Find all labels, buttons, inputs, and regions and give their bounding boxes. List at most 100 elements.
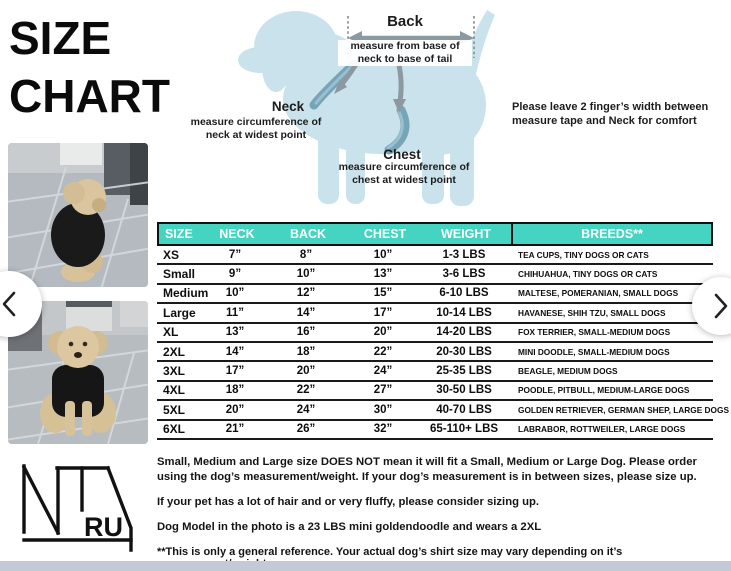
chevron-right-icon bbox=[714, 293, 728, 319]
cell-size: 2XL bbox=[163, 344, 186, 359]
cell-back: 20” bbox=[296, 365, 316, 378]
cell-size: 5XL bbox=[163, 402, 186, 417]
header-neck: NECK bbox=[219, 227, 255, 241]
neck-description: measure circumference of neck at widest … bbox=[190, 116, 322, 141]
cell-neck: 18” bbox=[225, 384, 245, 397]
cell-breeds: GOLDEN RETRIEVER, GERMAN SHEP, LARGE DOG… bbox=[518, 404, 729, 415]
table-row: 4XL 18” 22” 27” 30-50 LBS POODLE, PITBUL… bbox=[157, 382, 713, 402]
cell-chest: 17” bbox=[373, 306, 393, 319]
cell-neck: 17” bbox=[225, 365, 245, 378]
cell-back: 14” bbox=[296, 306, 316, 319]
cell-neck: 20” bbox=[225, 403, 245, 416]
cell-weight: 14-20 LBS bbox=[436, 326, 492, 339]
brand-logo: RU bbox=[21, 464, 133, 552]
carousel-next-button[interactable] bbox=[692, 277, 731, 335]
cell-back: 8” bbox=[299, 248, 313, 261]
cell-breeds: POODLE, PITBULL, MEDIUM-LARGE DOGS bbox=[518, 385, 690, 396]
table-row: Medium 10” 12” 15” 6-10 LBS MALTESE, POM… bbox=[157, 285, 713, 305]
cell-chest: 27” bbox=[373, 384, 393, 397]
cell-chest: 20” bbox=[373, 326, 393, 339]
table-row: 6XL 21” 26” 32” 65-110+ LBS LABRABOR, RO… bbox=[157, 421, 713, 440]
cell-neck: 10” bbox=[225, 287, 245, 300]
cell-weight: 10-14 LBS bbox=[436, 306, 492, 319]
cell-neck: 9” bbox=[228, 268, 242, 281]
cell-breeds: MALTESE, POMERANIAN, SMALL DOGS bbox=[518, 288, 679, 299]
cell-back: 16” bbox=[296, 326, 316, 339]
table-row: XS 7” 8” 10” 1-3 LBS TEA CUPS, TINY DOGS… bbox=[157, 246, 713, 266]
cell-chest: 30” bbox=[373, 403, 393, 416]
cell-back: 24” bbox=[296, 403, 316, 416]
dog-photo-front-view bbox=[8, 301, 148, 444]
cell-weight: 6-10 LBS bbox=[439, 287, 489, 300]
table-row: 2XL 14” 18” 22” 20-30 LBS MINI DOODLE, S… bbox=[157, 343, 713, 363]
note-sizing-disclaimer: Small, Medium and Large size DOES NOT me… bbox=[157, 456, 697, 484]
cell-weight: 30-50 LBS bbox=[436, 384, 492, 397]
page-title-line2: CHART bbox=[9, 69, 170, 122]
dog-photo-back-view-illustration bbox=[8, 143, 148, 287]
table-row: Large 11” 14” 17” 10-14 LBS HAVANESE, SH… bbox=[157, 304, 713, 324]
cell-neck: 14” bbox=[225, 345, 245, 358]
cell-breeds: TEA CUPS, TINY DOGS OR CATS bbox=[518, 249, 649, 260]
cell-weight: 25-35 LBS bbox=[436, 365, 492, 378]
cell-chest: 10” bbox=[373, 248, 393, 261]
size-table-body: XS 7” 8” 10” 1-3 LBS TEA CUPS, TINY DOGS… bbox=[157, 246, 729, 440]
back-description: measure from base of neck to base of tai… bbox=[338, 40, 472, 66]
cell-weight: 3-6 LBS bbox=[442, 268, 486, 281]
dog-photo-front-view-illustration bbox=[8, 301, 148, 444]
cell-breeds: LABRABOR, ROTTWEILER, LARGE DOGS bbox=[518, 424, 686, 435]
cell-chest: 15” bbox=[373, 287, 393, 300]
cell-chest: 32” bbox=[373, 423, 393, 436]
header-back: BACK bbox=[289, 227, 327, 241]
cell-size: XS bbox=[163, 247, 180, 262]
cell-size: Large bbox=[163, 305, 196, 320]
measure-tape-highlights bbox=[314, 64, 404, 150]
cell-back: 12” bbox=[296, 287, 316, 300]
size-table-header: SIZE NECK BACK CHEST WEIGHT BREEDS** bbox=[157, 222, 713, 246]
size-table: SIZE NECK BACK CHEST WEIGHT BREEDS** XS … bbox=[157, 222, 729, 440]
cell-size: 6XL bbox=[163, 422, 186, 437]
neck-arrowhead-icon bbox=[334, 79, 347, 94]
cell-weight: 40-70 LBS bbox=[436, 403, 492, 416]
table-row: XL 13” 16” 20” 14-20 LBS FOX TERRIER, SM… bbox=[157, 324, 713, 343]
header-weight: WEIGHT bbox=[441, 227, 491, 241]
cell-breeds: BEAGLE, MEDIUM DOGS bbox=[518, 366, 618, 377]
cell-weight: 1-3 LBS bbox=[442, 248, 486, 261]
cell-chest: 13” bbox=[373, 268, 393, 281]
note-fluffy-pets: If your pet has a lot of hair and or ver… bbox=[157, 496, 540, 508]
cell-weight: 65-110+ LBS bbox=[429, 423, 499, 436]
chest-label: Chest bbox=[383, 147, 421, 162]
cell-breeds: MINI DOODLE, SMALL-MEDIUM DOGS bbox=[518, 346, 670, 357]
chevron-left-icon bbox=[2, 291, 16, 317]
table-row: 5XL 20” 24” 30” 40-70 LBS GOLDEN RETRIEV… bbox=[157, 401, 729, 421]
cell-breeds: FOX TERRIER, SMALL-MEDIUM DOGS bbox=[518, 327, 671, 338]
chest-description: measure circumference of chest at widest… bbox=[338, 161, 470, 186]
page-title: SIZE CHART bbox=[9, 10, 170, 126]
cell-size: 3XL bbox=[163, 364, 186, 379]
bottom-strip bbox=[0, 561, 731, 571]
cell-back: 18” bbox=[296, 345, 316, 358]
cell-size: 4XL bbox=[163, 383, 186, 398]
table-row: Small 9” 10” 13” 3-6 LBS CHIHUAHUA, TINY… bbox=[157, 265, 713, 285]
cell-chest: 24” bbox=[373, 365, 393, 378]
dog-photo-back-view bbox=[8, 143, 148, 287]
cell-neck: 21” bbox=[225, 423, 245, 436]
cell-weight: 20-30 LBS bbox=[436, 345, 492, 358]
page-title-line1: SIZE bbox=[9, 12, 112, 64]
chest-arrowhead-icon bbox=[393, 99, 406, 113]
note-dog-model: Dog Model in the photo is a 23 LBS mini … bbox=[157, 521, 542, 533]
cell-breeds: CHIHUAHUA, TINY DOGS OR CATS bbox=[518, 269, 658, 280]
brand-logo-text: RU bbox=[84, 512, 123, 542]
cell-back: 26” bbox=[296, 423, 316, 436]
cell-chest: 22” bbox=[373, 345, 393, 358]
neck-label: Neck bbox=[271, 99, 305, 114]
header-chest: CHEST bbox=[363, 227, 407, 241]
cell-neck: 13” bbox=[225, 326, 245, 339]
cell-breeds: HAVANESE, SHIH TZU, SMALL DOGS bbox=[518, 307, 666, 318]
table-row: 3XL 17” 20” 24” 25-35 LBS BEAGLE, MEDIUM… bbox=[157, 362, 713, 382]
header-breeds: BREEDS** bbox=[511, 224, 711, 244]
cell-neck: 11” bbox=[226, 306, 244, 319]
cell-back: 22” bbox=[296, 384, 316, 397]
cell-size: XL bbox=[163, 325, 179, 340]
back-label: Back bbox=[387, 13, 423, 30]
cell-size: Medium bbox=[163, 286, 209, 301]
